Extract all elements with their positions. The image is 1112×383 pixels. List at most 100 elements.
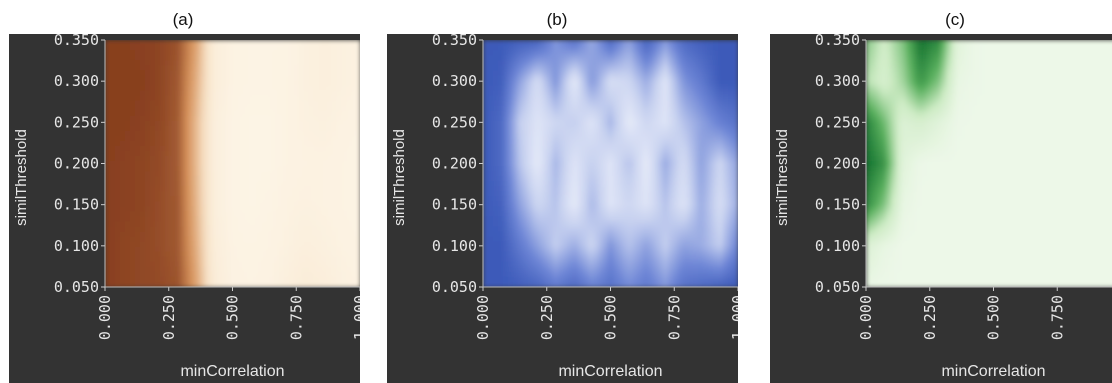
heatmap-cell xyxy=(125,171,131,177)
heatmap-cell xyxy=(335,237,341,243)
heatmap-cell xyxy=(250,257,256,263)
heatmap-cell xyxy=(260,121,266,127)
heatmap-cell xyxy=(613,227,619,233)
heatmap-cell xyxy=(678,257,684,263)
heatmap-cell xyxy=(718,111,724,117)
heatmap-cell xyxy=(180,151,186,157)
heatmap-cell xyxy=(728,277,734,283)
heatmap-cell xyxy=(265,277,271,283)
heatmap-cell xyxy=(563,50,569,56)
heatmap-cell xyxy=(185,111,191,117)
heatmap-cell xyxy=(613,121,619,127)
heatmap-cell xyxy=(713,272,719,278)
heatmap-cell xyxy=(130,277,136,283)
heatmap-cell xyxy=(135,221,141,227)
heatmap-cell xyxy=(498,65,504,71)
heatmap-cell xyxy=(638,70,644,76)
heatmap-cell xyxy=(290,80,296,86)
heatmap-cell xyxy=(335,242,341,248)
heatmap-cell xyxy=(355,146,360,152)
heatmap-cell xyxy=(633,60,639,66)
heatmap-cell xyxy=(225,237,231,243)
heatmap-cell xyxy=(165,211,171,217)
heatmap-cell xyxy=(225,277,231,283)
heatmap-cell xyxy=(573,237,579,243)
heatmap-cell xyxy=(688,247,694,253)
heatmap-cell xyxy=(270,267,276,273)
heatmap-cell xyxy=(728,45,734,51)
heatmap-cell xyxy=(668,151,674,157)
heatmap-cell xyxy=(483,136,489,142)
heatmap-cell xyxy=(578,85,584,91)
heatmap-cell xyxy=(583,100,589,106)
heatmap-cell xyxy=(200,191,206,197)
heatmap-cell xyxy=(270,95,276,101)
heatmap-cell xyxy=(200,242,206,248)
heatmap-cell xyxy=(310,95,316,101)
heatmap-cell xyxy=(588,211,594,217)
heatmap-cell xyxy=(718,126,724,132)
heatmap-cell xyxy=(498,252,504,258)
heatmap-cell xyxy=(130,141,136,147)
heatmap-cell xyxy=(185,237,191,243)
heatmap-cell xyxy=(325,75,331,81)
heatmap-cell xyxy=(573,247,579,253)
heatmap-cell xyxy=(648,216,654,222)
heatmap-cell xyxy=(160,50,166,56)
heatmap-cell xyxy=(185,262,191,268)
heatmap-cell xyxy=(693,206,699,212)
heatmap-cell xyxy=(255,121,261,127)
heatmap-cell xyxy=(120,156,126,162)
heatmap-cell xyxy=(305,201,311,207)
heatmap-cell xyxy=(623,146,629,152)
heatmap-cell xyxy=(598,65,604,71)
heatmap-cell xyxy=(205,116,211,122)
heatmap-cell xyxy=(290,277,296,283)
heatmap-cell xyxy=(703,40,709,46)
heatmap-cell xyxy=(528,80,534,86)
heatmap-cell xyxy=(190,141,196,147)
heatmap-cell xyxy=(528,211,534,217)
heatmap-cell xyxy=(135,252,141,258)
heatmap-cell xyxy=(698,111,704,117)
heatmap-cell xyxy=(553,242,559,248)
heatmap-cell xyxy=(628,252,634,258)
heatmap-cell xyxy=(508,247,514,253)
heatmap-cell xyxy=(140,221,146,227)
heatmap-cell xyxy=(135,156,141,162)
heatmap-cell xyxy=(270,186,276,192)
heatmap-cell xyxy=(678,211,684,217)
heatmap-cell xyxy=(528,141,534,147)
heatmap-cell xyxy=(698,141,704,147)
heatmap-cell xyxy=(275,267,281,273)
heatmap-cell xyxy=(688,277,694,283)
heatmap-cell xyxy=(160,55,166,61)
heatmap-cell xyxy=(280,272,286,278)
heatmap-cell xyxy=(653,141,659,147)
heatmap-cell xyxy=(558,141,564,147)
heatmap-cell xyxy=(285,156,291,162)
heatmap-cell xyxy=(548,131,554,137)
heatmap-cell xyxy=(225,95,231,101)
heatmap-cell xyxy=(180,111,186,117)
heatmap-cell xyxy=(105,100,111,106)
heatmap-cell xyxy=(310,161,316,167)
heatmap-cell xyxy=(653,181,659,187)
heatmap-cell xyxy=(135,232,141,238)
heatmap-cell xyxy=(683,257,689,263)
heatmap-cell xyxy=(115,90,121,96)
heatmap-cell xyxy=(260,95,266,101)
heatmap-cell xyxy=(728,171,734,177)
heatmap-cell xyxy=(573,151,579,157)
heatmap-cell xyxy=(663,216,669,222)
heatmap-cell xyxy=(633,50,639,56)
heatmap-cell xyxy=(648,186,654,192)
heatmap-cell xyxy=(170,196,176,202)
heatmap-cell xyxy=(608,95,614,101)
heatmap-cell xyxy=(608,166,614,172)
heatmap-cell xyxy=(220,60,226,66)
heatmap-cell xyxy=(508,40,514,46)
heatmap-cell xyxy=(230,45,236,51)
heatmap-cell xyxy=(160,267,166,273)
heatmap-cell xyxy=(130,262,136,268)
